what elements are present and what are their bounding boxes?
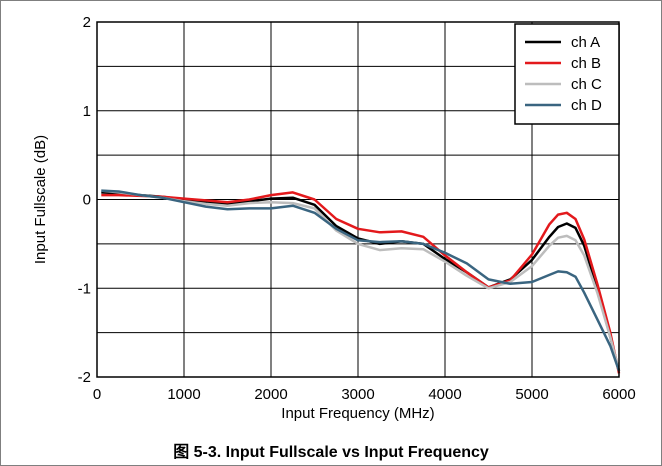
legend-label: ch D	[571, 97, 602, 114]
legend: ch A ch B ch C ch D	[514, 23, 620, 125]
x-tick-label: 3000	[341, 386, 374, 403]
x-tick-label: 2000	[254, 386, 287, 403]
figure-caption: 图 5-3. Input Fullscale vs Input Frequenc…	[173, 444, 489, 461]
y-tick-label: -2	[78, 369, 91, 386]
series-line-ch-a	[101, 191, 621, 372]
y-tick-label: -1	[78, 280, 91, 297]
x-tick-labels: 0 1000 2000 3000 4000 5000 6000	[93, 386, 636, 403]
series-line-ch-b	[101, 191, 621, 374]
y-axis-label: Input Fullscale (dB)	[32, 135, 49, 264]
series-line-ch-c	[101, 189, 621, 372]
x-tick-label: 4000	[428, 386, 461, 403]
y-tick-labels: -2 -1 0 1 2	[78, 14, 91, 386]
x-tick-label: 6000	[602, 386, 635, 403]
y-tick-label: 2	[83, 14, 91, 31]
legend-label: ch A	[571, 34, 600, 51]
x-axis-label: Input Frequency (MHz)	[281, 405, 434, 422]
plot-area	[96, 21, 620, 378]
x-tick-label: 5000	[515, 386, 548, 403]
line-chart: 0 1000 2000 3000 4000 5000 6000 -2 -1 0 1 2 Input …	[32, 14, 636, 422]
series-line-ch-d	[101, 189, 621, 372]
legend-label: ch C	[571, 76, 602, 93]
y-tick-label: 0	[83, 192, 91, 209]
legend-box	[514, 23, 620, 125]
x-tick-label: 0	[93, 386, 101, 403]
y-tick-label: 1	[83, 103, 91, 120]
series-lines	[101, 189, 621, 374]
x-tick-label: 1000	[167, 386, 200, 403]
legend-label: ch B	[571, 55, 601, 72]
